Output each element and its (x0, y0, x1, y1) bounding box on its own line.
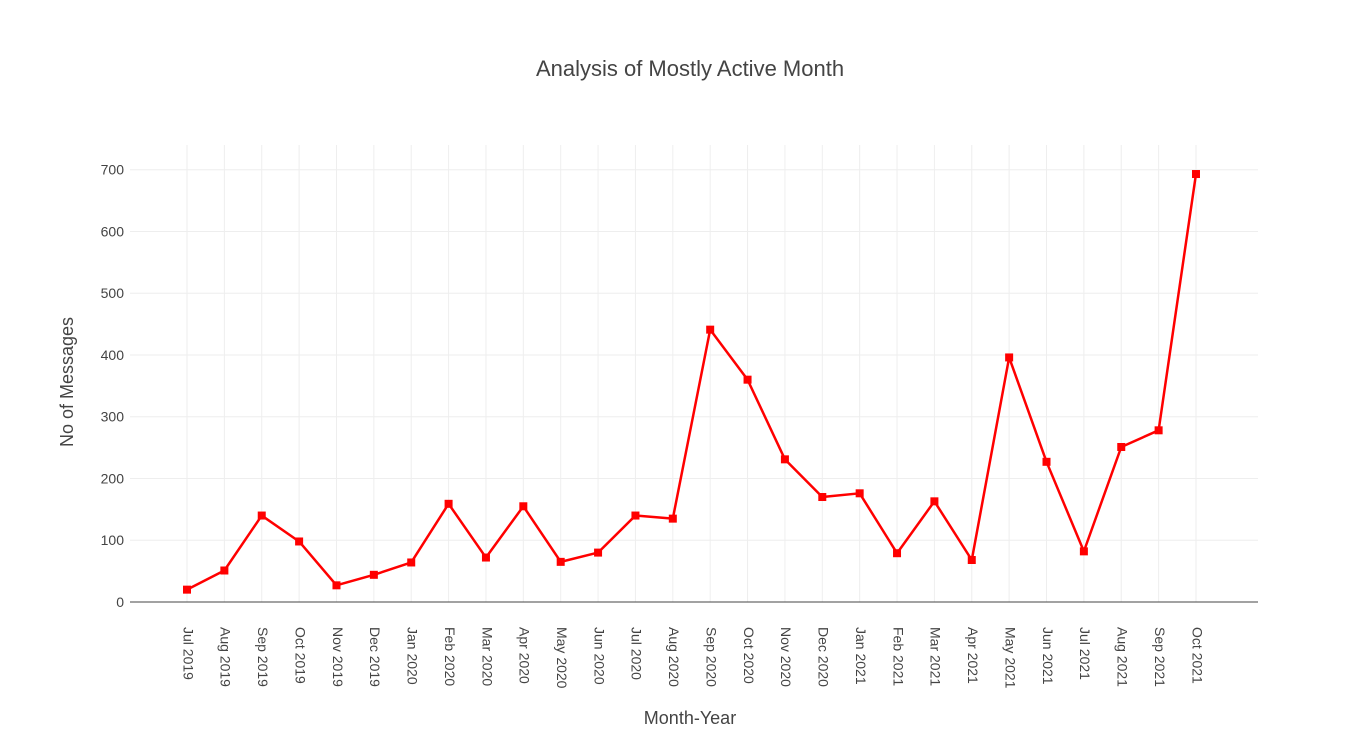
data-point[interactable] (668, 514, 677, 523)
data-point[interactable] (743, 375, 752, 384)
y-tick-label: 500 (101, 285, 125, 301)
x-tick-label: Dec 2019 (367, 627, 383, 687)
x-tick-label: Aug 2021 (1115, 627, 1131, 687)
data-point[interactable] (1005, 353, 1014, 362)
data-point[interactable] (594, 548, 603, 557)
data-point[interactable] (818, 493, 827, 502)
data-point[interactable] (519, 502, 528, 511)
x-tick-label: Aug 2019 (218, 627, 234, 687)
data-point[interactable] (407, 558, 416, 567)
series-line (186, 173, 1198, 591)
x-tick-label: Feb 2021 (890, 627, 906, 686)
y-tick-label: 200 (101, 470, 125, 486)
x-axis-ticks: Jul 2019 Aug 2019 Sep 2019 Oct 2019 Nov 2019… (180, 627, 1205, 689)
data-point[interactable] (780, 455, 789, 464)
y-tick-label: 100 (101, 532, 125, 548)
x-axis-title: Month-Year (644, 708, 736, 728)
x-tick-label: Jul 2021 (1077, 627, 1093, 680)
x-tick-label: Sep 2021 (1152, 627, 1168, 687)
data-point[interactable] (556, 557, 565, 566)
y-tick-label: 0 (116, 594, 124, 610)
x-tick-label: Dec 2020 (816, 627, 832, 687)
y-tick-label: 700 (101, 162, 125, 178)
x-tick-label: Jul 2019 (180, 627, 196, 680)
data-point[interactable] (332, 581, 341, 590)
x-tick-label: Jul 2020 (629, 627, 645, 680)
x-tick-label: Oct 2020 (741, 627, 757, 684)
grid-layer (130, 145, 1258, 603)
x-tick-label: Feb 2020 (442, 627, 458, 686)
x-tick-label: May 2020 (554, 627, 570, 689)
data-point[interactable] (1117, 442, 1126, 451)
x-tick-label: Jan 2021 (853, 627, 869, 685)
x-tick-label: Apr 2020 (517, 627, 533, 684)
data-point[interactable] (183, 585, 191, 594)
y-axis-ticks: 0 100 200 300 400 500 600 700 (101, 162, 125, 610)
x-tick-label: Jun 2021 (1040, 627, 1056, 685)
x-tick-label: Nov 2019 (330, 627, 346, 687)
data-point[interactable] (930, 497, 939, 506)
y-axis-title: No of Messages (57, 317, 77, 447)
x-tick-label: Apr 2021 (965, 627, 981, 684)
data-point[interactable] (220, 566, 229, 575)
data-point[interactable] (1191, 170, 1200, 179)
x-tick-label: Sep 2019 (255, 627, 271, 687)
data-point[interactable] (706, 325, 715, 334)
x-tick-label: May 2021 (1002, 627, 1018, 689)
x-tick-label: Oct 2021 (1189, 627, 1205, 684)
x-tick-label: Jan 2020 (405, 627, 421, 685)
x-tick-label: Oct 2019 (292, 627, 308, 684)
data-point[interactable] (1154, 426, 1163, 435)
y-tick-label: 300 (101, 409, 125, 425)
chart-title: Analysis of Mostly Active Month (536, 56, 844, 81)
x-tick-label: Nov 2020 (778, 627, 794, 687)
x-tick-label: Sep 2020 (703, 627, 719, 687)
x-tick-label: Jun 2020 (591, 627, 607, 685)
data-point[interactable] (1042, 457, 1051, 466)
data-point[interactable] (967, 556, 976, 565)
data-point[interactable] (444, 499, 453, 508)
data-point[interactable] (481, 553, 490, 562)
y-tick-label: 600 (101, 223, 125, 239)
data-point[interactable] (1079, 547, 1088, 556)
data-point[interactable] (257, 511, 266, 520)
data-point[interactable] (631, 511, 640, 520)
data-point[interactable] (893, 549, 902, 558)
data-point[interactable] (369, 570, 378, 579)
x-tick-label: Mar 2020 (479, 627, 495, 686)
data-point[interactable] (295, 537, 304, 546)
x-tick-label: Aug 2020 (666, 627, 682, 687)
series-layer (183, 170, 1200, 594)
y-tick-label: 400 (101, 347, 125, 363)
x-tick-label: Mar 2021 (928, 627, 944, 686)
data-point[interactable] (855, 489, 864, 498)
